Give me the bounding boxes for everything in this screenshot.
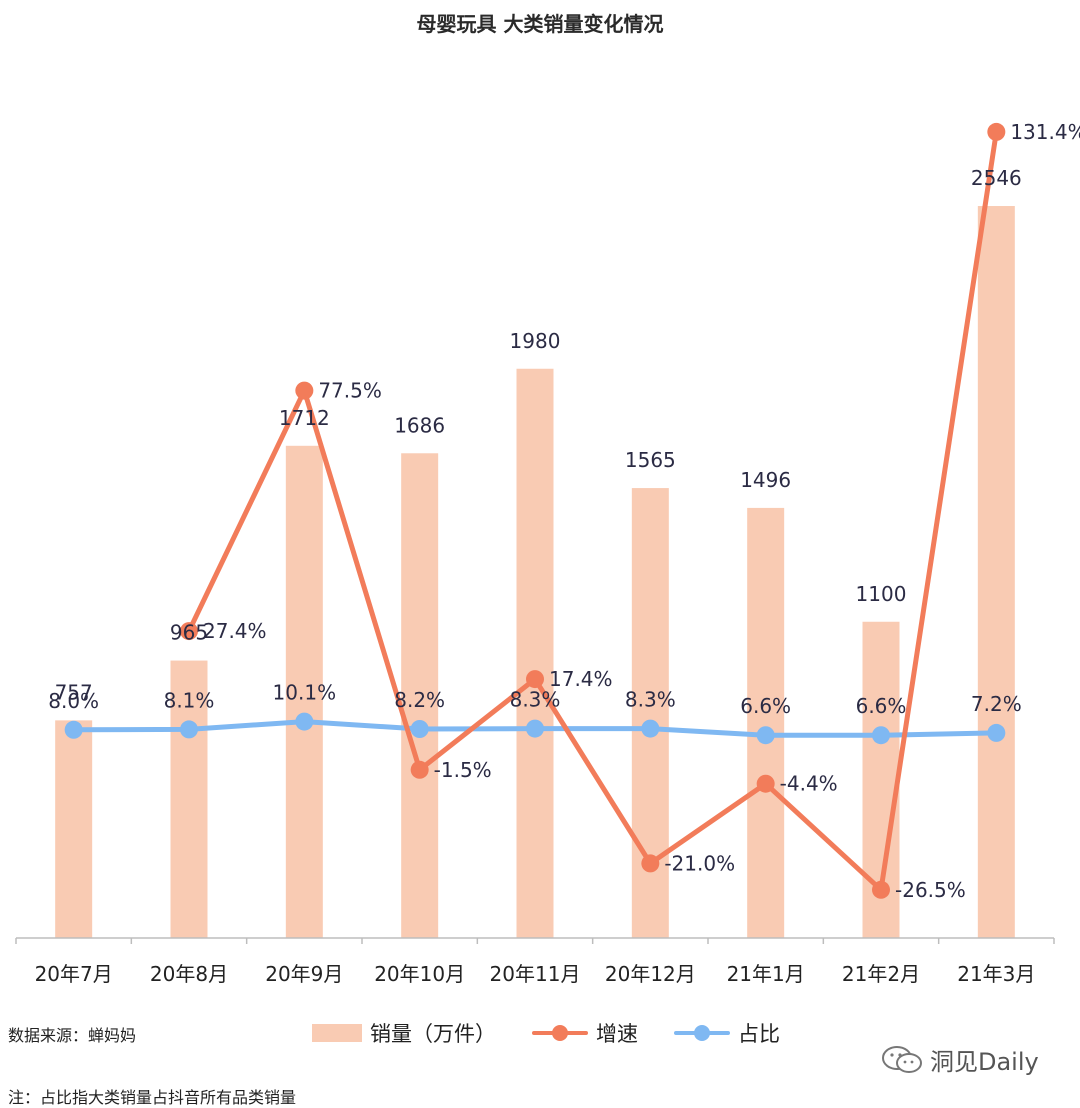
legend-swatch-share [674, 1024, 730, 1042]
growth-line [186, 131, 999, 893]
share-point [410, 720, 429, 738]
bar-sales [401, 453, 439, 938]
growth-value-label: -4.4% [780, 772, 838, 796]
growth-point [872, 880, 890, 899]
share-value-label: 8.0% [48, 689, 99, 713]
growth-value-label: 17.4% [549, 667, 613, 691]
x-tick-label: 20年11月 [490, 962, 581, 986]
share-point [64, 720, 83, 739]
chart-plot-area: 20年7月 20年8月 20年9月 20年10月 20年11月 20年12月 21年1月 21… [15, 120, 1080, 986]
share-value-label: 7.2% [971, 692, 1022, 716]
share-value-label: 6.6% [740, 694, 791, 718]
x-tick-label: 20年10月 [374, 962, 465, 986]
bar-value-label: 1686 [394, 413, 445, 437]
wechat-icon [882, 1045, 922, 1073]
growth-value-label: -26.5% [895, 878, 966, 902]
bar-value-label: 1496 [740, 468, 791, 492]
share-point [987, 723, 1006, 742]
x-tick-label: 20年12月 [605, 962, 696, 986]
bar-value-label: 965 [170, 621, 208, 645]
growth-value-label: -1.5% [434, 758, 492, 782]
bar-sales [977, 206, 1015, 938]
legend-label-share: 占比 [738, 1022, 780, 1046]
bar-value-label: 757 [55, 680, 93, 704]
share-point [295, 712, 314, 731]
bar-sales [516, 368, 554, 938]
share-value-label: 8.2% [394, 688, 445, 712]
bar-sales [747, 507, 785, 938]
legend-item-share: 占比 [674, 1018, 780, 1048]
growth-point [987, 122, 1006, 141]
share-value-label: 8.3% [625, 688, 676, 712]
legend-swatch-sales [312, 1024, 362, 1042]
legend-swatch-growth [532, 1024, 588, 1042]
bar-sales [285, 445, 323, 938]
data-source-text: 数据来源：蝉妈妈 [8, 1026, 137, 1045]
legend-label-growth: 增速 [596, 1022, 638, 1046]
growth-value-label: 77.5% [318, 379, 382, 403]
footnote-text: 注：占比指大类销量占抖音所有品类销量 [8, 1088, 297, 1107]
bar-value-label: 2546 [971, 166, 1022, 190]
bar-value-label: 1980 [510, 329, 561, 353]
x-tick-label: 20年7月 [35, 962, 113, 986]
legend-item-growth: 增速 [532, 1018, 638, 1048]
share-value-label: 8.1% [164, 688, 215, 712]
share-value-label: 10.1% [273, 681, 337, 705]
growth-value-label: 131.4% [1010, 120, 1080, 144]
brand-logo: 洞见Daily [880, 1042, 1039, 1077]
share-point [872, 726, 890, 745]
x-tick-label: 21年2月 [842, 962, 920, 986]
legend-label-sales: 销量（万件） [370, 1022, 496, 1046]
bar-value-label: 1565 [625, 448, 676, 472]
bar-value-label: 1712 [279, 406, 330, 430]
growth-point [180, 622, 198, 641]
chart-title: 母婴玩具 大类销量变化情况 [416, 12, 664, 36]
share-point [756, 726, 775, 745]
growth-point [756, 774, 775, 793]
x-tick-label: 21年1月 [727, 962, 805, 986]
share-value-label: 6.6% [856, 694, 907, 718]
x-tick-label: 21年3月 [957, 962, 1035, 986]
growth-value-label: -21.0% [664, 851, 735, 875]
growth-point [295, 381, 314, 400]
chart-legend: 销量（万件） 增速 占比 [312, 1018, 780, 1048]
growth-value-label: 27.4% [203, 619, 267, 643]
growth-point [641, 854, 660, 873]
bar-sales [55, 720, 93, 938]
share-value-label: 8.3% [510, 688, 561, 712]
x-tick-label: 20年8月 [150, 962, 228, 986]
share-point [180, 720, 198, 739]
growth-point [410, 760, 429, 779]
share-point [641, 719, 660, 738]
bar-sales [170, 660, 208, 938]
growth-point [526, 670, 544, 689]
legend-item-sales: 销量（万件） [312, 1018, 496, 1048]
brand-text: 洞见Daily [930, 1048, 1039, 1076]
x-tick-label: 20年9月 [265, 962, 343, 986]
share-point [526, 719, 544, 738]
bar-value-label: 1100 [856, 582, 907, 606]
